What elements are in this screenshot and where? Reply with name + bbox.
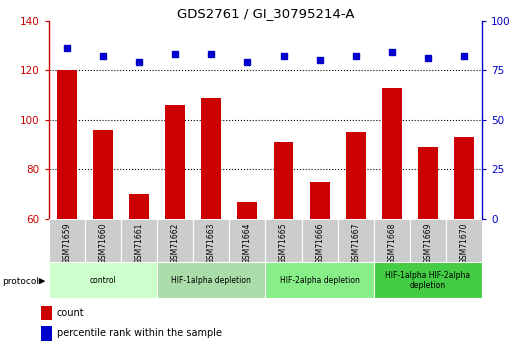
Bar xyxy=(41,326,52,341)
Bar xyxy=(310,182,329,219)
Text: HIF-2alpha depletion: HIF-2alpha depletion xyxy=(280,276,360,285)
Bar xyxy=(454,137,474,219)
Text: GSM71667: GSM71667 xyxy=(351,223,360,264)
Text: GSM71668: GSM71668 xyxy=(387,223,397,264)
Bar xyxy=(302,219,338,262)
Bar xyxy=(346,132,366,219)
Text: GSM71660: GSM71660 xyxy=(98,223,107,264)
Bar xyxy=(238,202,258,219)
Text: GSM71666: GSM71666 xyxy=(315,223,324,264)
Bar xyxy=(382,88,402,219)
Text: GSM71659: GSM71659 xyxy=(62,223,71,264)
Bar xyxy=(85,219,121,262)
Bar xyxy=(193,219,229,262)
Text: GSM71669: GSM71669 xyxy=(424,223,432,264)
Bar xyxy=(446,219,482,262)
Bar xyxy=(338,219,374,262)
Bar xyxy=(229,219,265,262)
Bar xyxy=(273,142,293,219)
Bar xyxy=(374,219,410,262)
Text: GSM71665: GSM71665 xyxy=(279,223,288,264)
Text: control: control xyxy=(90,276,116,285)
Bar xyxy=(41,306,52,320)
Title: GDS2761 / GI_30795214-A: GDS2761 / GI_30795214-A xyxy=(176,7,354,20)
Bar xyxy=(93,130,113,219)
Text: GSM71670: GSM71670 xyxy=(460,223,469,264)
Bar xyxy=(410,219,446,262)
Text: HIF-1alpha depletion: HIF-1alpha depletion xyxy=(171,276,251,285)
Bar xyxy=(265,219,302,262)
Bar xyxy=(157,219,193,262)
Bar xyxy=(157,262,265,298)
Bar xyxy=(202,98,221,219)
Bar xyxy=(374,262,482,298)
Text: GSM71661: GSM71661 xyxy=(134,223,144,264)
Bar xyxy=(165,105,185,219)
Bar xyxy=(121,219,157,262)
Text: protocol: protocol xyxy=(3,277,40,286)
Text: GSM71664: GSM71664 xyxy=(243,223,252,264)
Bar xyxy=(57,70,77,219)
Text: HIF-1alpha HIF-2alpha
depletion: HIF-1alpha HIF-2alpha depletion xyxy=(385,270,470,290)
Bar xyxy=(265,262,374,298)
Bar xyxy=(418,147,438,219)
Text: GSM71662: GSM71662 xyxy=(171,223,180,264)
Bar xyxy=(129,194,149,219)
Text: GSM71663: GSM71663 xyxy=(207,223,216,264)
Bar xyxy=(49,219,85,262)
Text: count: count xyxy=(56,308,84,318)
Text: percentile rank within the sample: percentile rank within the sample xyxy=(56,328,222,338)
Bar xyxy=(49,262,157,298)
